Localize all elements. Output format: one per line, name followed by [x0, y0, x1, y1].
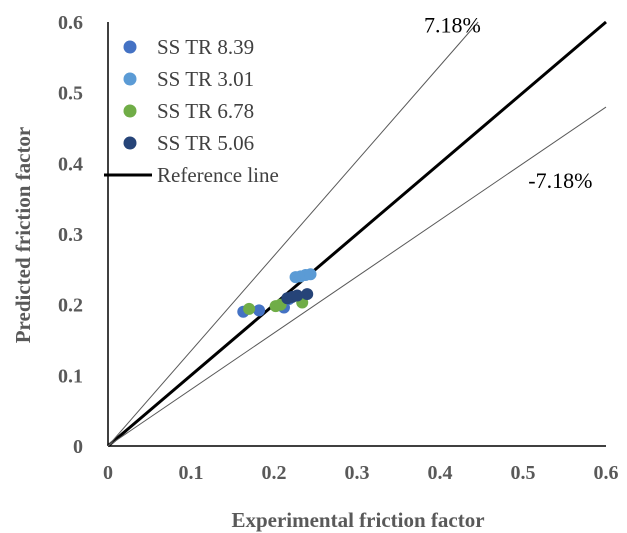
data-points [237, 268, 317, 318]
y-tick-label: 0.4 [58, 153, 83, 175]
x-tick-label: 0.5 [511, 462, 536, 484]
error-band-line [107, 21, 479, 447]
legend-label: Reference line [157, 163, 279, 187]
error-band-line [107, 106, 607, 447]
reference-line [107, 20, 607, 448]
legend-marker [123, 40, 137, 54]
data-point [243, 302, 256, 315]
data-point [253, 304, 266, 317]
legend-label: SS TR 3.01 [157, 67, 254, 91]
data-point [304, 268, 317, 281]
reference-lines [107, 20, 607, 448]
x-tick-label: 0.2 [262, 462, 287, 484]
legend-label: SS TR 8.39 [157, 35, 254, 59]
y-tick-label: 0.1 [58, 365, 83, 387]
y-tick-label: 0.2 [58, 295, 83, 317]
y-axis-title: Predicted friction factor [11, 127, 35, 344]
legend: SS TR 8.39 SS TR 3.01 SS TR 6.78 SS TR 5.06… [104, 35, 279, 187]
axes [107, 22, 606, 447]
data-point [301, 288, 314, 301]
x-tick-label: 0 [103, 462, 113, 484]
line-annotation: 7.18% [424, 13, 481, 38]
x-tick-label: 0.1 [179, 462, 204, 484]
x-axis-title: Experimental friction factor [231, 508, 484, 532]
x-tick-label: 0.3 [345, 462, 370, 484]
data-point [291, 289, 304, 302]
y-tick-label: 0.6 [58, 12, 83, 34]
legend-marker [123, 104, 137, 118]
legend-label: SS TR 6.78 [157, 99, 254, 123]
legend-marker [123, 136, 137, 150]
x-tick-label: 0.4 [428, 462, 453, 484]
x-tick-label: 0.6 [594, 462, 619, 484]
y-tick-label: 0.3 [58, 224, 83, 246]
legend-marker [123, 72, 137, 86]
line-annotation: -7.18% [528, 168, 592, 193]
y-tick-label: 0 [73, 436, 83, 458]
tick-labels: 0 0.1 0.2 0.3 0.4 0.5 0.6 0 0.1 0.2 0.3 0.4 0.5 0.6 [58, 12, 619, 484]
y-tick-label: 0.5 [58, 83, 83, 105]
line-annotations: 7.18% -7.18% [424, 13, 592, 193]
legend-label: SS TR 5.06 [157, 131, 254, 155]
